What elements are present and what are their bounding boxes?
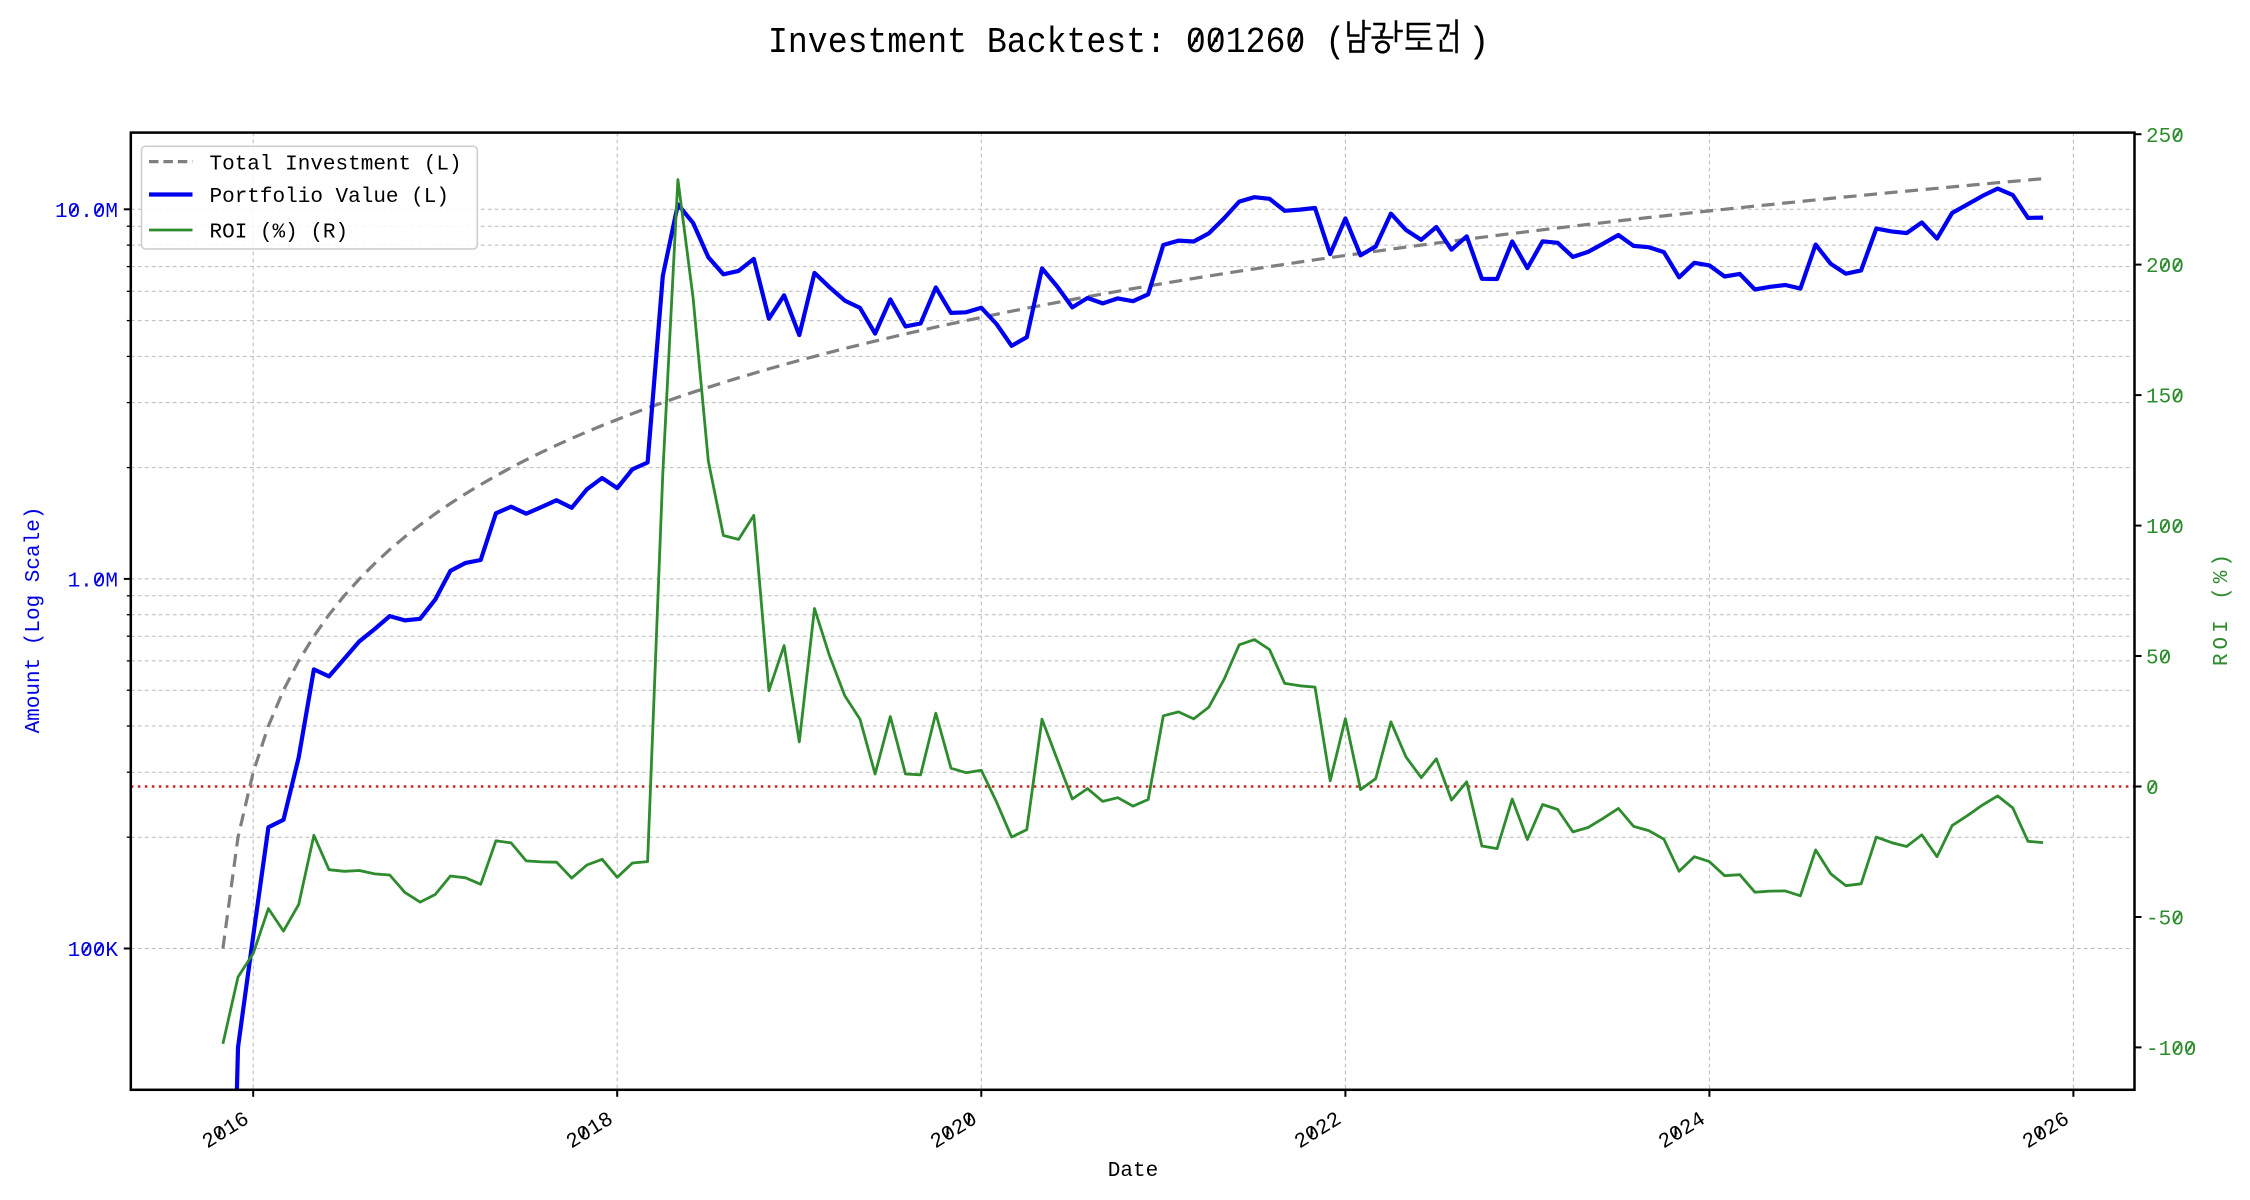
svg-text:10.0M: 10.0M bbox=[55, 201, 118, 224]
svg-text:ROI (%): ROI (%) bbox=[2211, 554, 2234, 666]
svg-text:Total Investment (L): Total Investment (L) bbox=[210, 153, 462, 176]
svg-text:Investment Backtest: 001260 (: Investment Backtest: 001260 ( bbox=[768, 22, 1345, 63]
svg-text:100K: 100K bbox=[68, 940, 119, 963]
svg-text:Amount (Log Scale): Amount (Log Scale) bbox=[23, 507, 46, 734]
svg-text:250: 250 bbox=[2146, 126, 2184, 149]
svg-text:Portfolio Value (L): Portfolio Value (L) bbox=[210, 186, 449, 209]
svg-text:50: 50 bbox=[2146, 648, 2171, 671]
svg-text:0: 0 bbox=[2146, 778, 2159, 801]
svg-text:-100: -100 bbox=[2146, 1039, 2196, 1062]
svg-text:): ) bbox=[1468, 22, 1490, 63]
svg-text:ROI (%) (R): ROI (%) (R) bbox=[210, 222, 349, 245]
svg-text:Date: Date bbox=[1108, 1160, 1158, 1183]
svg-text:-50: -50 bbox=[2146, 909, 2184, 932]
svg-text:1.0M: 1.0M bbox=[68, 571, 118, 594]
svg-text:150: 150 bbox=[2146, 387, 2184, 410]
svg-text:100: 100 bbox=[2146, 517, 2184, 540]
svg-text:200: 200 bbox=[2146, 256, 2184, 279]
